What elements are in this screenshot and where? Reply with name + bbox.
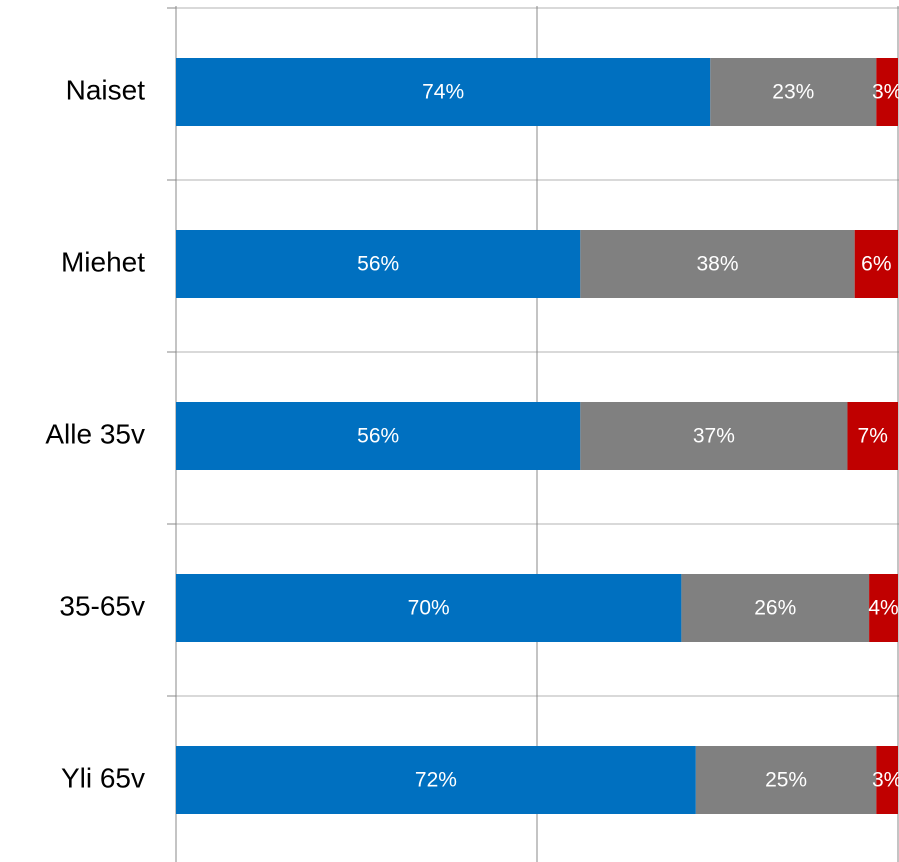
category-label: Naiset	[66, 74, 146, 105]
value-label: 7%	[858, 425, 888, 448]
bar-segment	[176, 58, 711, 126]
bar-segment	[854, 230, 898, 298]
bar-segment	[710, 58, 877, 126]
bar-segment	[176, 230, 581, 298]
value-label: 37%	[693, 425, 735, 448]
value-label: 3%	[872, 769, 899, 792]
value-label: 23%	[772, 81, 814, 104]
bar-segment	[176, 746, 696, 814]
category-label: 35-65v	[59, 590, 145, 621]
value-label: 6%	[861, 253, 891, 276]
bar-segment	[580, 402, 848, 470]
value-label: 56%	[357, 253, 399, 276]
value-label: 26%	[754, 597, 796, 620]
bar-segment	[176, 574, 682, 642]
bar-segment	[876, 746, 898, 814]
category-label: Yli 65v	[61, 762, 145, 793]
bar-segment	[847, 402, 898, 470]
bar-segment	[876, 58, 898, 126]
value-label: 38%	[696, 253, 738, 276]
value-label: 3%	[872, 81, 899, 104]
category-label: Miehet	[61, 246, 145, 277]
bar-segment	[695, 746, 877, 814]
value-label: 74%	[422, 81, 464, 104]
category-label: Alle 35v	[45, 418, 145, 449]
value-label: 56%	[357, 425, 399, 448]
value-label: 72%	[415, 769, 457, 792]
value-label: 4%	[868, 597, 898, 620]
value-label: 70%	[408, 597, 450, 620]
bar-segment	[869, 574, 898, 642]
value-label: 25%	[765, 769, 807, 792]
bar-segment	[176, 402, 581, 470]
bar-segment	[580, 230, 855, 298]
bar-segment	[681, 574, 870, 642]
